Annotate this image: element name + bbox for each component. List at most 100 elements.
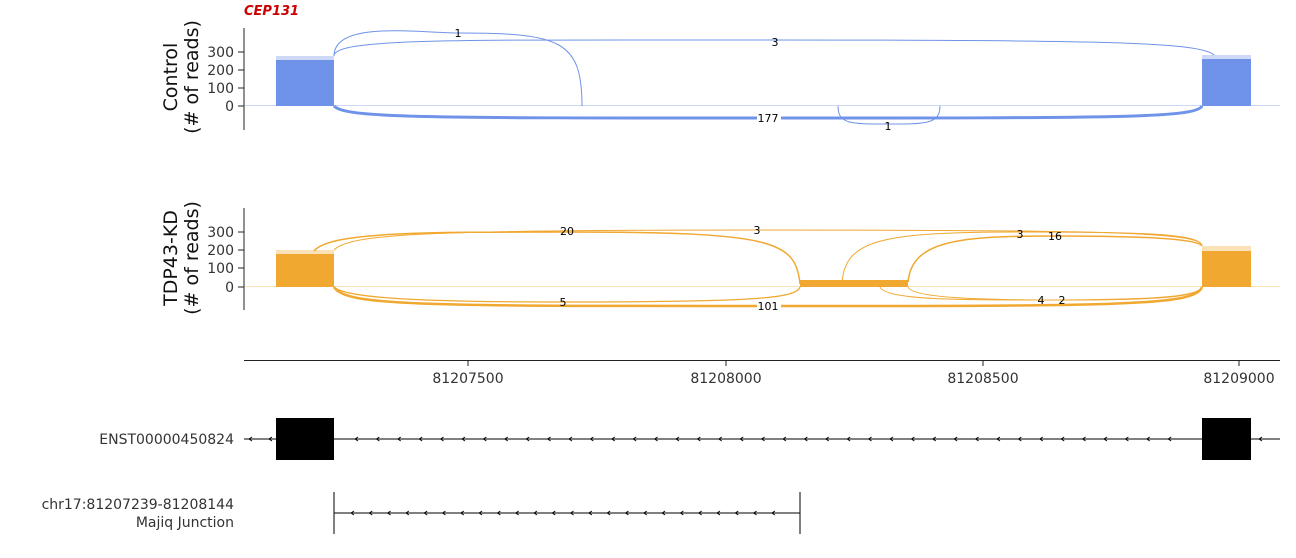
control-coverage-exon2-fade	[1202, 55, 1251, 61]
kd-ylabel-line2: (# of reads)	[181, 201, 203, 315]
transcript-arrow-27	[931, 436, 937, 442]
junction-arrow-19	[697, 510, 702, 516]
junction-arrow-4	[423, 510, 428, 516]
control-junction-count-2: 3	[772, 36, 779, 49]
control-y-ticks: 300 200 100 0	[207, 45, 244, 115]
transcript-arrow-3	[418, 436, 423, 442]
transcript-arrow-13	[632, 436, 637, 442]
transcript-arrow-18	[739, 436, 744, 442]
transcript-arrow-30	[996, 436, 1001, 442]
transcript-arrow-10	[568, 436, 573, 442]
transcript-arrow-24	[867, 436, 872, 442]
transcript-arrow-21	[803, 436, 808, 442]
transcript-arrow-12	[610, 436, 616, 442]
transcript-arrow-5	[461, 436, 466, 442]
transcript-arrow-left-0	[248, 436, 253, 442]
kd-junction-arc-3a	[333, 229, 1203, 251]
kd-junction-count-2: 2	[1059, 294, 1066, 307]
kd-coverage-alt-exon	[800, 280, 908, 287]
junction-arrow-14	[606, 510, 611, 516]
control-ylabel-line1: Control	[160, 43, 182, 112]
transcript-arrow-17	[717, 436, 723, 442]
majiq-junction-track: chr17:81207239-81208144 Majiq Junction	[42, 492, 801, 534]
kd-y-ticks: 300 200 100 0	[207, 225, 244, 296]
junction-arrow-9	[514, 510, 519, 516]
junction-arrow-23	[771, 510, 776, 516]
kd-coverage-exon2	[1202, 251, 1251, 287]
control-panel: Control (# of reads) 300 200 100 0 1 3 1…	[160, 20, 1280, 134]
junction-arrow-13	[588, 510, 593, 516]
transcript-arrow-31	[1017, 436, 1022, 442]
kd-coverage-exon1	[276, 254, 334, 287]
transcript-arrow-33	[1060, 436, 1065, 442]
kd-ytick-100: 100	[207, 261, 234, 277]
control-junction-arc-2	[333, 39, 1215, 56]
transcript-track: ENST00000450824	[99, 418, 1280, 460]
transcript-arrow-15	[675, 436, 680, 442]
transcript-arrow-22	[824, 436, 830, 442]
transcript-arrow-6	[482, 436, 487, 442]
control-coverage-exon1	[276, 60, 334, 106]
junction-arrow-11	[551, 510, 556, 516]
transcript-arrow-25	[889, 436, 894, 442]
transcript-exon-1	[276, 418, 334, 460]
junction-arrow-0	[350, 510, 355, 516]
kd-junction-count-4: 4	[1038, 294, 1045, 307]
junction-arrow-10	[533, 510, 538, 516]
x-tick-label-3: 81208500	[947, 371, 1018, 387]
transcript-exon-2	[1202, 418, 1251, 460]
transcript-arrow-1	[375, 436, 380, 442]
kd-junction-arc-20	[313, 231, 801, 285]
kd-ylabel-line1: TDP43-KD	[160, 210, 182, 307]
junction-arrow-15	[624, 510, 629, 516]
kd-ytick-200: 200	[207, 243, 234, 259]
control-coverage-exon1-fade	[276, 56, 334, 62]
junction-arrow-3	[405, 510, 410, 516]
control-junction-count-3-bg	[757, 112, 781, 123]
transcript-arrow-38	[1167, 436, 1172, 442]
transcript-arrow-14	[653, 436, 658, 442]
transcript-arrow-19	[760, 436, 765, 442]
transcript-arrow-34	[1081, 436, 1086, 442]
transcript-arrow-8	[525, 436, 530, 442]
kd-junction-arc-3b	[841, 231, 1203, 283]
junction-arrow-1	[368, 510, 373, 516]
transcript-arrow-4	[439, 436, 444, 442]
junction-arrow-17	[661, 510, 666, 516]
kd-junction-arc-2	[907, 286, 1203, 301]
junction-arrow-5	[441, 510, 446, 516]
kd-coverage-exon1-fade	[276, 250, 334, 256]
transcript-arrow-23	[846, 436, 851, 442]
transcript-arrow-28	[953, 436, 958, 442]
junction-strand-arrows	[350, 510, 776, 516]
kd-junction-count-101: 101	[758, 300, 779, 313]
x-tick-label-1: 81207500	[432, 371, 503, 387]
transcript-arrow-9	[546, 436, 551, 442]
transcript-arrow-20	[782, 436, 787, 442]
control-junction-arc-4	[837, 105, 941, 125]
kd-junction-arc-16	[907, 235, 1203, 283]
control-coverage-exon2	[1202, 59, 1251, 106]
control-junction-arc-1	[333, 30, 583, 107]
kd-junction-count-16: 16	[1048, 230, 1062, 243]
kd-junction-count-20: 20	[560, 225, 574, 238]
control-junction-count-4: 1	[885, 120, 892, 133]
transcript-arrow-29	[974, 436, 979, 442]
kd-junction-arc-5	[333, 286, 801, 303]
control-ylabel-line2: (# of reads)	[181, 20, 203, 134]
junction-arrow-21	[734, 510, 739, 516]
transcript-arrow-left-1	[268, 436, 273, 442]
kd-ytick-0: 0	[225, 280, 234, 296]
transcript-arrow-16	[696, 436, 701, 442]
control-junction-count-1: 1	[455, 27, 462, 40]
junction-arrow-16	[642, 510, 648, 516]
kd-junction-count-101-bg	[757, 300, 781, 311]
kd-panel: TDP43-KD (# of reads) 300 200 100 0	[160, 201, 1280, 315]
kd-ytick-300: 300	[207, 225, 234, 241]
transcript-arrow-35	[1103, 436, 1108, 442]
control-junction-count-3: 177	[758, 112, 779, 125]
kd-junction-count-5: 5	[560, 296, 567, 309]
junction-arrow-20	[716, 510, 721, 516]
kd-coverage-exon2-fade	[1202, 246, 1251, 252]
